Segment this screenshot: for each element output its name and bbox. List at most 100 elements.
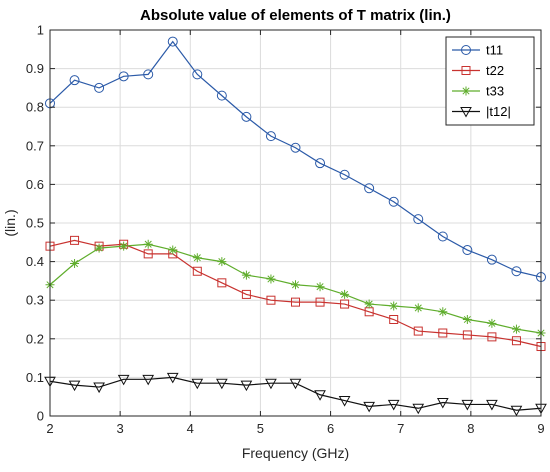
data-point — [388, 196, 399, 207]
data-point — [217, 257, 227, 267]
data-point — [265, 131, 276, 142]
data-point — [217, 278, 227, 288]
series-4 — [44, 372, 547, 417]
y-tick-label: 0.2 — [26, 331, 44, 346]
y-tick-label: 1 — [37, 23, 44, 38]
x-axis-label: Frequency (GHz) — [242, 445, 349, 461]
data-point — [266, 274, 276, 284]
grid — [49, 29, 542, 417]
series-line — [49, 376, 542, 411]
legend-label: t33 — [486, 84, 504, 99]
data-point — [413, 326, 423, 336]
data-point — [438, 307, 448, 317]
legend-item: t33 — [452, 84, 504, 99]
data-point — [68, 380, 81, 392]
data-point — [143, 239, 153, 249]
legend-label: t11 — [486, 43, 503, 58]
data-point — [265, 378, 277, 390]
data-point — [192, 69, 203, 80]
data-point — [510, 405, 523, 417]
data-point — [142, 374, 155, 386]
data-point — [315, 282, 325, 292]
x-tick-label: 8 — [467, 421, 474, 436]
legend: t11 t22 t33 |t12| — [445, 36, 535, 126]
data-point — [340, 299, 350, 309]
data-point — [70, 259, 80, 269]
data-point — [487, 332, 497, 342]
series-1 — [45, 36, 546, 283]
y-tick-label: 0.7 — [26, 138, 44, 153]
data-point — [462, 245, 473, 256]
legend-label: |t12| — [486, 104, 511, 119]
y-axis-label: (lin.) — [2, 209, 18, 236]
data-point — [166, 372, 179, 384]
data-point — [118, 71, 129, 82]
x-tick-label: 7 — [397, 421, 404, 436]
data-point — [216, 378, 228, 390]
data-point — [387, 399, 400, 411]
data-point — [364, 299, 374, 309]
data-point — [119, 241, 129, 251]
legend-item: t11 — [452, 43, 503, 58]
y-tick-label: 0 — [37, 409, 44, 424]
data-point — [364, 183, 375, 194]
data-point — [291, 297, 300, 307]
series-3 — [45, 239, 546, 338]
data-point — [315, 158, 326, 169]
legend-marker — [461, 66, 471, 75]
y-tick-label: 0.5 — [26, 216, 44, 231]
x-tick-label: 4 — [187, 421, 194, 436]
legend-marker — [460, 107, 472, 118]
data-point — [511, 266, 522, 277]
data-point — [438, 328, 448, 338]
data-point — [143, 249, 153, 259]
y-tick-label: 0.9 — [26, 61, 44, 76]
data-point — [241, 111, 252, 122]
data-point — [94, 82, 105, 93]
data-point — [70, 235, 80, 245]
data-point — [340, 289, 350, 299]
data-point — [462, 330, 472, 340]
legend-label: t22 — [486, 63, 504, 78]
data-point — [511, 324, 521, 334]
data-point — [436, 397, 449, 409]
data-point — [69, 75, 80, 86]
data-point — [241, 289, 251, 299]
data-point — [168, 245, 178, 255]
axis-ticks: 2 3 4 5 6 7 8 9 0 0.1 0.2 0.3 0.4 0.5 0.6 0.7 0.8 0.9 1 — [26, 23, 545, 437]
data-point — [240, 380, 253, 392]
data-point — [191, 378, 204, 390]
x-tick-label: 3 — [117, 421, 124, 436]
data-point — [487, 318, 497, 328]
data-point — [363, 401, 375, 413]
y-tick-label: 0.6 — [26, 177, 44, 192]
data-point — [167, 36, 178, 47]
data-point — [338, 396, 351, 407]
data-point — [192, 266, 202, 276]
data-point — [461, 399, 474, 411]
y-tick-label: 0.3 — [26, 293, 44, 308]
data-point — [94, 243, 104, 253]
y-tick-label: 0.1 — [26, 370, 44, 385]
data-point — [339, 169, 350, 180]
legend-marker — [461, 45, 471, 55]
legend-item: |t12| — [452, 104, 511, 119]
legend-item: t22 — [452, 63, 504, 78]
data-point — [413, 214, 424, 225]
x-tick-label: 9 — [537, 421, 544, 436]
series-line — [49, 239, 542, 348]
data-point — [93, 382, 105, 394]
data-point — [290, 142, 301, 153]
data-point — [511, 336, 521, 346]
data-point — [241, 270, 251, 280]
data-point — [266, 295, 276, 305]
plot-series — [44, 36, 547, 417]
data-point — [486, 254, 497, 265]
x-tick-label: 5 — [257, 421, 264, 436]
chart-title: Absolute value of elements of T matrix (… — [140, 7, 451, 24]
data-point — [389, 315, 399, 324]
data-point — [143, 69, 154, 80]
legend-marker — [461, 86, 471, 96]
